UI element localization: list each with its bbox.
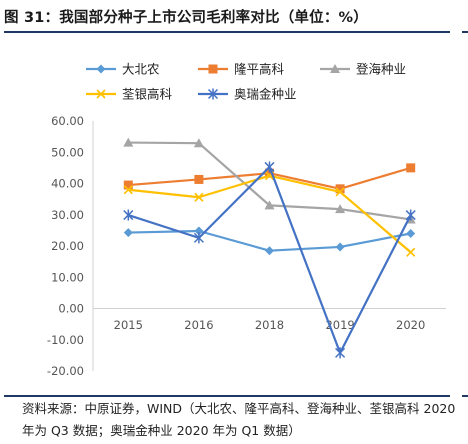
legend-item: 大北农 bbox=[86, 62, 160, 77]
marker-stroke bbox=[335, 187, 345, 197]
legend-marker bbox=[330, 64, 340, 73]
legend-item: 登海种业 bbox=[320, 62, 406, 77]
data-point bbox=[194, 226, 204, 236]
bottom-rule bbox=[4, 395, 450, 397]
bottom-rule-tick bbox=[462, 395, 468, 397]
legend-marker bbox=[207, 88, 219, 100]
series-1 bbox=[123, 226, 416, 256]
legend-label: 荃银高科 bbox=[122, 87, 173, 102]
data-point bbox=[123, 137, 134, 147]
y-tick-label: 40.00 bbox=[51, 177, 84, 191]
y-tick-label: 50.00 bbox=[51, 145, 84, 159]
data-point bbox=[406, 247, 416, 257]
x-tick-label: 2020 bbox=[396, 318, 425, 332]
x-tick-label: 2016 bbox=[184, 318, 213, 332]
data-point bbox=[123, 185, 133, 195]
data-point bbox=[405, 209, 416, 221]
marker-stroke bbox=[194, 192, 204, 202]
legend-marker bbox=[96, 89, 106, 99]
data-point bbox=[335, 347, 346, 359]
y-tick-label: 0.00 bbox=[58, 302, 84, 316]
figure-title: 图 31：我国部分种子上市公司毛利率对比（单位：%） bbox=[4, 10, 368, 26]
data-point bbox=[194, 192, 204, 202]
data-point bbox=[265, 168, 274, 178]
legend-item: 荃银高科 bbox=[86, 87, 173, 102]
series-5 bbox=[123, 161, 416, 359]
legend-label: 隆平高科 bbox=[234, 62, 285, 77]
marker-stroke bbox=[96, 89, 106, 99]
data-point bbox=[123, 228, 133, 238]
y-tick-label: -20.00 bbox=[47, 364, 84, 378]
legend-marker bbox=[96, 64, 106, 74]
data-point bbox=[335, 184, 345, 194]
top-rule bbox=[4, 31, 450, 33]
data-point bbox=[194, 174, 204, 184]
data-point bbox=[406, 229, 416, 238]
data-point bbox=[123, 180, 133, 190]
x-tick-label: 2015 bbox=[114, 318, 143, 332]
legend-label: 大北农 bbox=[122, 62, 160, 77]
x-tick-label: 2018 bbox=[255, 318, 284, 332]
data-point bbox=[264, 161, 275, 173]
line-chart: 60.00 50.00 40.00 30.00 20.00 10.00 0.00 -10.00… bbox=[47, 62, 446, 378]
series-4 bbox=[123, 171, 416, 257]
series-2 bbox=[123, 163, 416, 194]
top-rule-tick bbox=[462, 31, 468, 33]
legend-marker bbox=[208, 64, 218, 74]
data-point bbox=[123, 209, 134, 221]
legend-item: 奥瑞金种业 bbox=[198, 87, 297, 102]
data-point bbox=[193, 232, 204, 244]
marker-stroke bbox=[123, 185, 133, 195]
marker-stroke bbox=[406, 247, 416, 257]
y-tick-label: 60.00 bbox=[51, 114, 84, 128]
y-tick-label: 10.00 bbox=[51, 270, 84, 284]
legend-item: 隆平高科 bbox=[198, 62, 285, 77]
y-tick-label: -10.00 bbox=[47, 333, 84, 347]
legend-label: 奥瑞金种业 bbox=[234, 87, 297, 102]
source-note: 资料来源：中原证券，WIND（大北农、隆平高科、登海种业、荃银高科 2020 年… bbox=[22, 401, 456, 438]
data-point bbox=[335, 187, 345, 197]
data-point bbox=[264, 200, 275, 210]
data-point bbox=[406, 163, 416, 173]
data-point bbox=[265, 246, 274, 256]
data-point bbox=[335, 242, 345, 252]
y-tick-label: 30.00 bbox=[51, 208, 84, 222]
legend-label: 登海种业 bbox=[356, 62, 406, 77]
data-point bbox=[193, 138, 204, 148]
data-point bbox=[335, 204, 346, 214]
x-tick-label: 2019 bbox=[325, 318, 354, 332]
y-tick-label: 20.00 bbox=[51, 239, 84, 253]
